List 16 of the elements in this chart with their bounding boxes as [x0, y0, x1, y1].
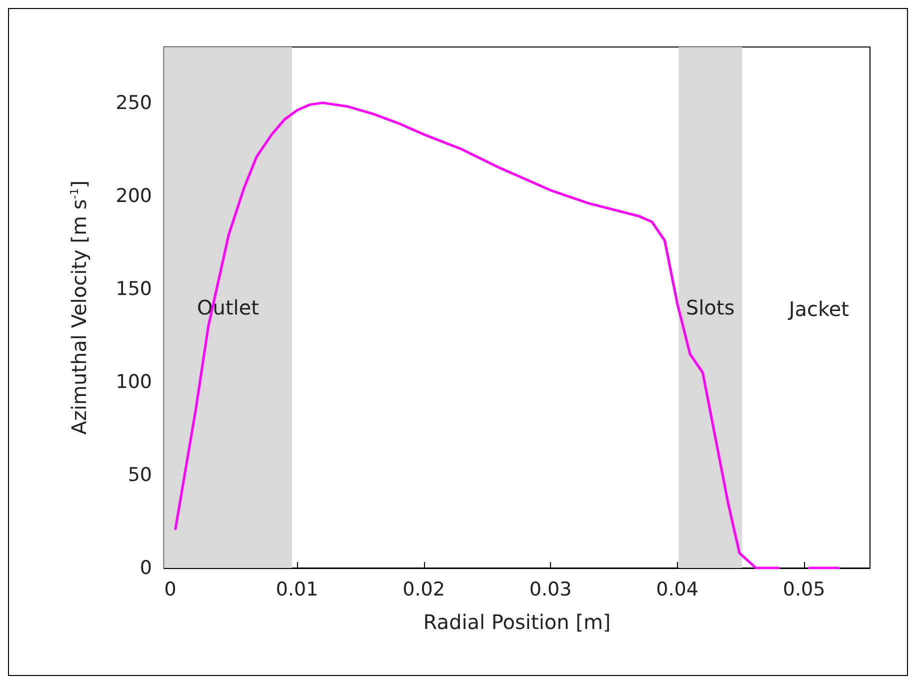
y-tick-label: 150	[116, 278, 152, 300]
y-tick-label: 50	[128, 464, 152, 486]
annotation: Jacket	[786, 297, 850, 321]
x-tick-label: 0.02	[402, 578, 445, 600]
y-axis-title: Azimuthal Velocity [m s-1]	[67, 180, 91, 435]
x-tick-label: 0.03	[529, 578, 572, 600]
x-axis-title: Radial Position [m]	[423, 610, 611, 634]
y-tick-label: 0	[140, 557, 152, 579]
y-tick-label: 250	[116, 92, 152, 114]
x-tick-label: 0.01	[276, 578, 318, 600]
x-tick-label: 0	[164, 578, 176, 600]
x-tick-label: 0.05	[782, 578, 826, 600]
band-label: Slots	[686, 296, 735, 320]
y-tick-label: 200	[116, 184, 152, 207]
x-tick-label: 0.04	[656, 578, 698, 600]
y-tick-label: 100	[116, 370, 152, 393]
